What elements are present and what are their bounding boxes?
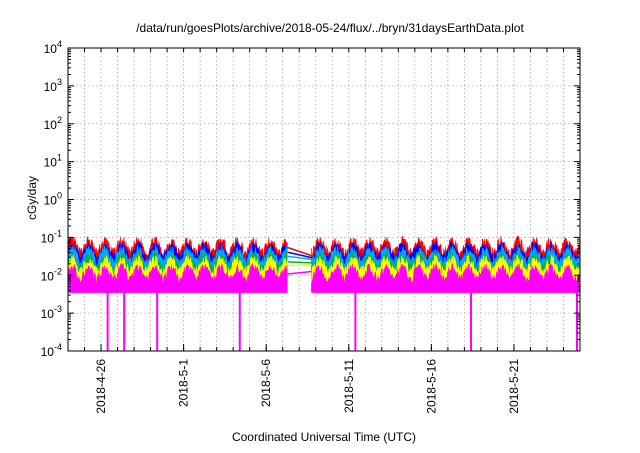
x-axis-label: Coordinated Universal Time (UTC)	[232, 430, 416, 444]
chart-title: /data/run/goesPlots/archive/2018-05-24/f…	[136, 21, 524, 35]
series-gap-line	[287, 251, 312, 259]
series-gap-line	[287, 261, 312, 264]
y-tick-label: 102	[44, 115, 62, 132]
grid	[68, 48, 580, 351]
plot-data	[67, 235, 580, 351]
series-gap-line	[287, 255, 312, 261]
y-tick-label: 10-1	[41, 228, 62, 245]
y-tick-label: 100	[44, 191, 62, 208]
x-tick-label: 2018-5-11	[342, 359, 356, 413]
x-tick-label: 2018-5-21	[507, 359, 521, 414]
x-tick-label: 2018-5-16	[424, 359, 438, 414]
axes: 10-4 10-3 10-2 10-1 100 101 102 103 104 2018-4-26…	[41, 39, 580, 414]
series-gap-line	[287, 246, 312, 257]
y-tick-label: 104	[44, 39, 62, 56]
series-gap-line	[287, 270, 312, 275]
series-gap-line	[287, 263, 312, 267]
x-tick-label: 2018-5-1	[177, 359, 191, 407]
y-tick-label: 10-3	[41, 304, 62, 321]
y-tick-label: 103	[44, 77, 62, 94]
y-tick-label: 10-2	[41, 266, 62, 283]
x-tick-label: 2018-4-26	[94, 359, 108, 414]
series-area	[67, 262, 288, 293]
y-tick-label: 101	[44, 153, 62, 170]
x-tick-label: 2018-5-6	[259, 359, 273, 407]
y-tick-label: 10-4	[41, 342, 62, 359]
y-axis-label: cGy/day	[25, 176, 39, 220]
series-area	[311, 262, 580, 293]
